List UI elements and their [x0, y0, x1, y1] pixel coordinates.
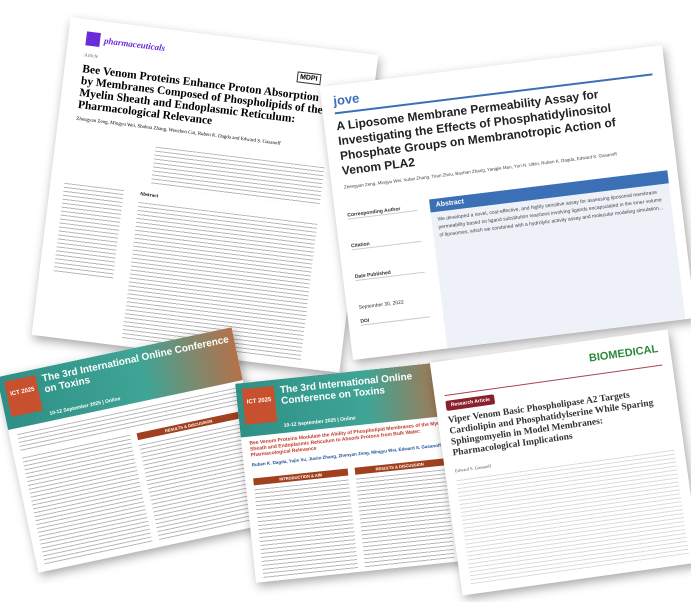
publisher-logo: MDPI: [296, 71, 322, 86]
abstract-label: Abstract: [139, 192, 159, 200]
paper-mdpi-pharmaceuticals: pharmaceuticals MDPI Article Bee Venom P…: [31, 17, 379, 373]
conference-badge: ICT 2025: [241, 385, 278, 425]
poster-column-right: [355, 469, 455, 569]
body-text: [456, 449, 689, 585]
poster-conference-1: ICT 2025 The 3rd International Online Co…: [0, 327, 274, 573]
paper-biomedical: BIOMEDICAL Research Article Viper Venom …: [429, 329, 691, 596]
date-published-label: Date Published: [354, 265, 425, 282]
conference-title: The 3rd International Online Conference …: [279, 371, 413, 408]
doi-label: DOI: [360, 310, 431, 326]
affiliations: [150, 146, 325, 208]
side-info: [53, 182, 124, 280]
sidebar: Corresponding Author Citation Date Publi…: [347, 204, 433, 350]
journal-logo: jove: [332, 90, 361, 109]
conference-dates: 10-12 September 2025 | Online: [283, 415, 356, 429]
article-type: Article: [83, 53, 99, 60]
abstract-box: Abstract We developed a novel, cost-effe…: [429, 170, 686, 349]
paper-title: Bee Venom Proteins Enhance Proton Absorp…: [77, 63, 324, 128]
citation-label: Citation: [350, 234, 422, 251]
conference-badge: ICT 2025: [3, 375, 43, 417]
article-type-badge: Research Article: [445, 394, 496, 411]
journal-logo: BIOMEDICAL: [588, 342, 659, 365]
journal-icon: [85, 31, 101, 48]
poster-column-left: [22, 434, 153, 566]
paper-title: A Liposome Membrane Permeability Assay f…: [335, 87, 617, 178]
journal-logo: pharmaceuticals: [85, 31, 166, 55]
poster-column-left: [254, 479, 359, 579]
date-published: September 30, 2022: [358, 299, 405, 311]
corresponding-author-label: Corresponding Author: [347, 204, 418, 220]
paper-jove: jove A Liposome Membrane Permeability As…: [319, 45, 691, 360]
